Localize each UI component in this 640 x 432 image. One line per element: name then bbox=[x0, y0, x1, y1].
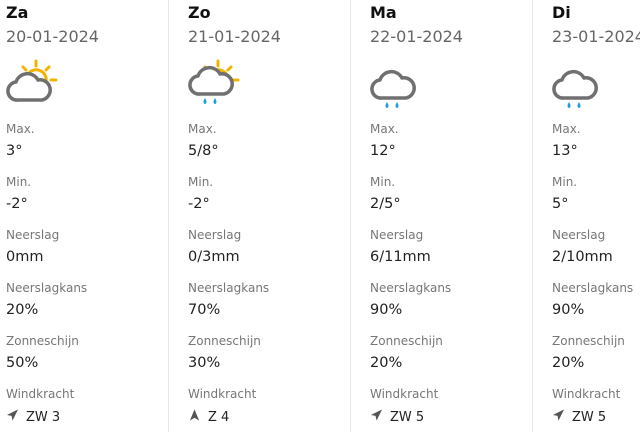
sunshine-value: 50% bbox=[6, 355, 39, 371]
precip-chance-label: Neerslagkans bbox=[552, 281, 634, 295]
min-label: Min. bbox=[370, 175, 396, 189]
wind-value: Z 4 bbox=[188, 408, 229, 426]
wind-force: ZW 5 bbox=[390, 409, 425, 425]
day-name: Di bbox=[552, 3, 571, 22]
day-date: 22-01-2024 bbox=[370, 27, 463, 46]
sunshine-label: Zonneschijn bbox=[370, 334, 443, 348]
precip-label: Neerslag bbox=[552, 228, 606, 242]
min-label: Min. bbox=[552, 175, 578, 189]
precip-chance-value: 90% bbox=[552, 302, 585, 318]
day-name: Zo bbox=[188, 3, 211, 22]
precip-label: Neerslag bbox=[370, 228, 424, 242]
wind-label: Windkracht bbox=[6, 387, 75, 401]
precip-chance-value: 20% bbox=[6, 302, 39, 318]
max-value: 13° bbox=[552, 143, 578, 159]
precip-chance-label: Neerslagkans bbox=[6, 281, 88, 295]
cloud-rain-icon bbox=[552, 58, 608, 110]
precip-chance-label: Neerslagkans bbox=[370, 281, 452, 295]
precip-label: Neerslag bbox=[188, 228, 242, 242]
wind-direction-arrow-icon bbox=[370, 408, 383, 426]
wind-value: ZW 3 bbox=[6, 408, 60, 426]
sunshine-value: 20% bbox=[552, 355, 585, 371]
min-label: Min. bbox=[188, 175, 214, 189]
min-value: 5° bbox=[552, 196, 569, 212]
cloud-sun-icon bbox=[6, 58, 62, 110]
day-column-ma: Ma 22-01-2024 Max. 12° Min. 2/5° Neerslag 6/11m… bbox=[364, 0, 546, 432]
day-column-zo: Zo 21-01-2024 Max. 5/8° Min. -2° Neerslag 0/3mm… bbox=[182, 0, 364, 432]
wind-force: Z 4 bbox=[208, 409, 230, 425]
wind-force: ZW 3 bbox=[26, 409, 61, 425]
cloud-rain-icon bbox=[370, 58, 426, 110]
max-value: 12° bbox=[370, 143, 396, 159]
day-name: Ma bbox=[370, 3, 397, 22]
precip-value: 0/3mm bbox=[188, 249, 240, 265]
sunshine-value: 30% bbox=[188, 355, 221, 371]
precip-chance-value: 90% bbox=[370, 302, 403, 318]
wind-value: ZW 5 bbox=[370, 408, 424, 426]
day-name: Za bbox=[6, 3, 29, 22]
min-value: -2° bbox=[188, 196, 210, 212]
wind-direction-arrow-icon bbox=[552, 408, 565, 426]
precip-value: 2/10mm bbox=[552, 249, 613, 265]
precip-chance-value: 70% bbox=[188, 302, 221, 318]
max-value: 5/8° bbox=[188, 143, 219, 159]
column-divider bbox=[168, 0, 169, 432]
max-label: Max. bbox=[6, 122, 35, 136]
max-label: Max. bbox=[188, 122, 217, 136]
precip-value: 6/11mm bbox=[370, 249, 431, 265]
day-column-za: Za 20-01-2024 Max. 3° Min. -2° Neerslag 0mm Neer… bbox=[0, 0, 182, 432]
day-date: 21-01-2024 bbox=[188, 27, 281, 46]
max-value: 3° bbox=[6, 143, 23, 159]
wind-label: Windkracht bbox=[188, 387, 257, 401]
wind-value: ZW 5 bbox=[552, 408, 606, 426]
day-date: 23-01-2024 bbox=[552, 27, 640, 46]
wind-label: Windkracht bbox=[552, 387, 621, 401]
sunshine-value: 20% bbox=[370, 355, 403, 371]
column-divider bbox=[350, 0, 351, 432]
cloud-sun-rain-icon bbox=[188, 58, 244, 110]
min-value: -2° bbox=[6, 196, 28, 212]
sunshine-label: Zonneschijn bbox=[552, 334, 625, 348]
precip-chance-label: Neerslagkans bbox=[188, 281, 270, 295]
wind-direction-arrow-icon bbox=[188, 408, 201, 426]
precip-label: Neerslag bbox=[6, 228, 60, 242]
sunshine-label: Zonneschijn bbox=[6, 334, 79, 348]
wind-direction-arrow-icon bbox=[6, 408, 19, 426]
min-label: Min. bbox=[6, 175, 32, 189]
wind-force: ZW 5 bbox=[572, 409, 607, 425]
max-label: Max. bbox=[370, 122, 399, 136]
min-value: 2/5° bbox=[370, 196, 401, 212]
sunshine-label: Zonneschijn bbox=[188, 334, 261, 348]
precip-value: 0mm bbox=[6, 249, 44, 265]
column-divider bbox=[532, 0, 533, 432]
wind-label: Windkracht bbox=[370, 387, 439, 401]
max-label: Max. bbox=[552, 122, 581, 136]
day-column-di: Di 23-01-2024 Max. 13° Min. 5° Neerslag 2/10mm N… bbox=[546, 0, 640, 432]
day-date: 20-01-2024 bbox=[6, 27, 99, 46]
